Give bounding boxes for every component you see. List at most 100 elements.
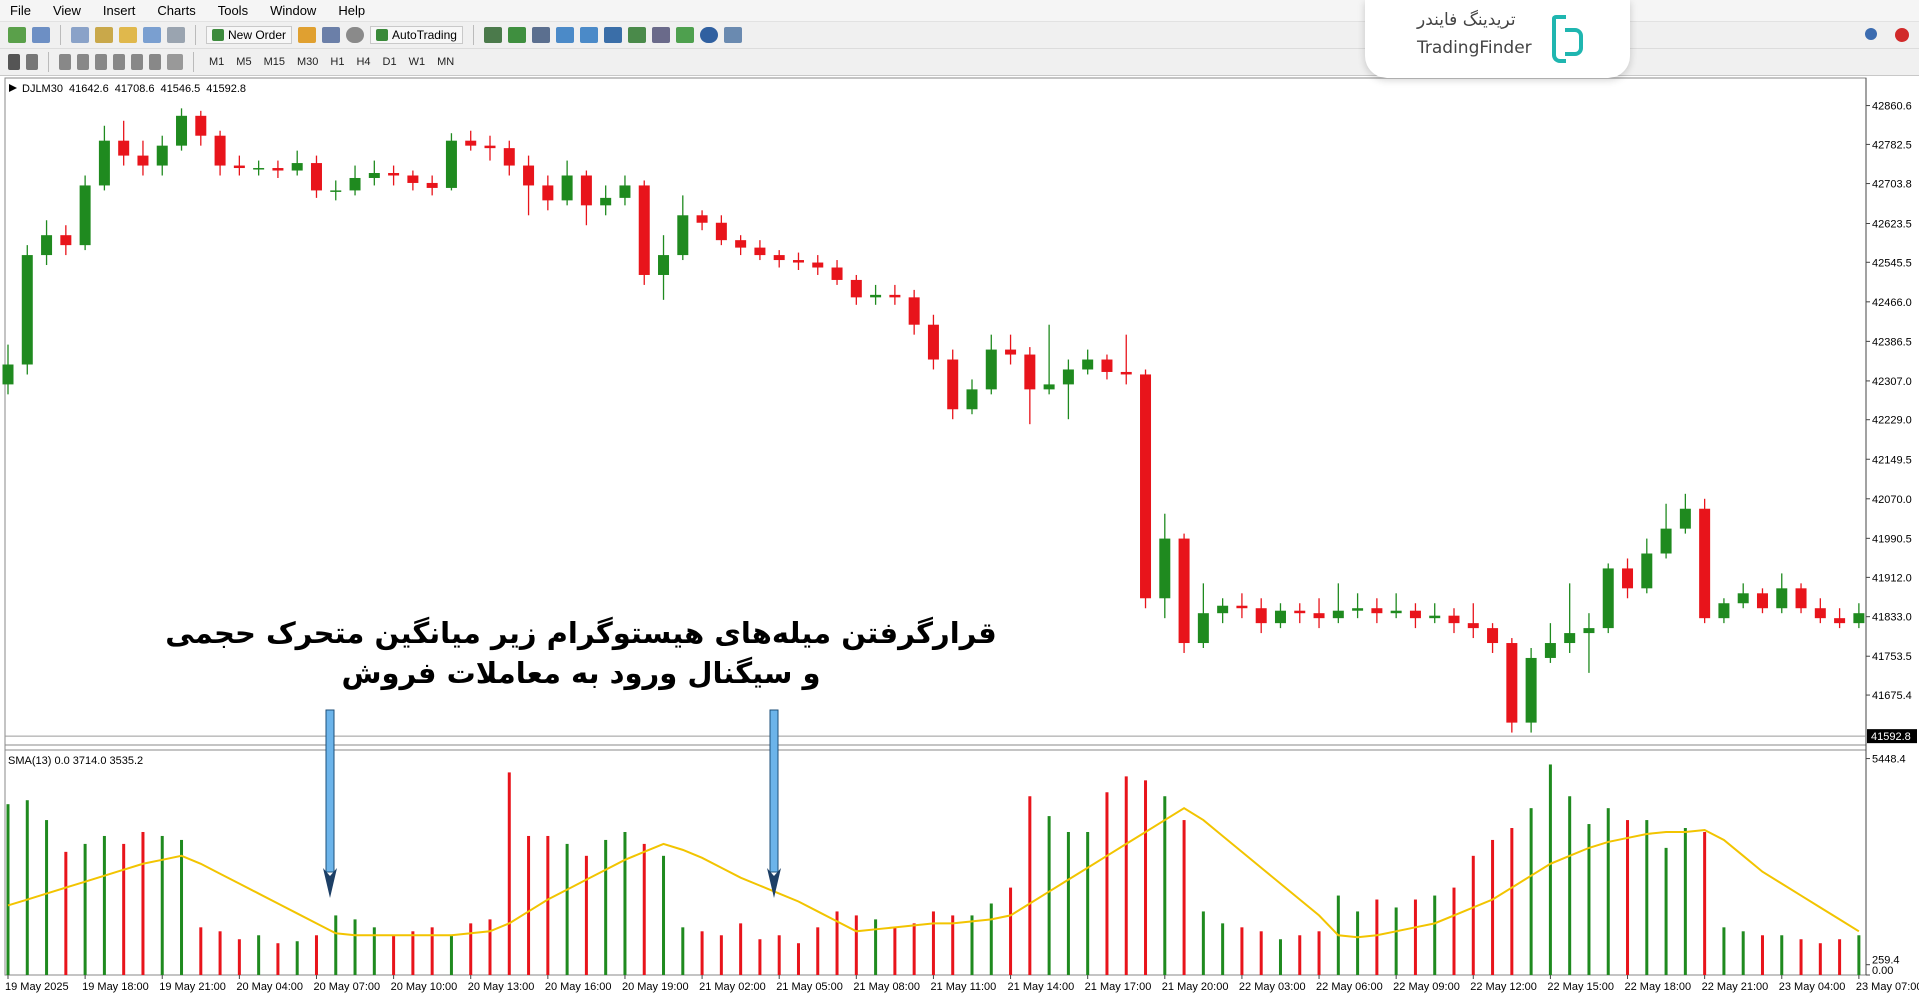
volume-bar [893,927,897,975]
candle-body [98,140,110,186]
header-value: 41642.6 [69,83,109,95]
timeframe-button[interactable]: W1 [408,56,426,68]
volume-bar [141,831,145,975]
icon[interactable] [699,27,718,43]
candle-body [21,255,33,365]
volume-bar [1433,895,1437,975]
icon[interactable] [8,54,20,70]
icon[interactable] [627,27,646,43]
timeframe-button[interactable]: M1 [209,56,225,68]
last-price-label: 41592.8 [1871,731,1911,743]
icon[interactable] [131,54,143,70]
icon[interactable] [322,27,341,43]
icon[interactable] [95,54,107,70]
candle-body [41,235,53,256]
y-tick-label: 5448.4 [1872,754,1906,766]
volume-bar [64,851,68,975]
logo-icon [1552,15,1566,63]
y-tick-label: 41675.4 [1872,690,1912,702]
autotrading-button[interactable]: AutoTrading [370,26,463,44]
icon[interactable] [483,27,502,43]
timeframe-button[interactable]: M15 [263,56,285,68]
candle-body [1120,371,1132,375]
menu-item[interactable]: Tools [217,3,249,18]
window-icons [1865,28,1909,42]
separator [48,52,49,72]
icon[interactable] [113,54,125,70]
x-tick-label: 22 May 09:00 [1393,981,1460,993]
icon[interactable] [507,27,526,43]
icon[interactable] [579,27,598,43]
icon[interactable] [651,27,670,43]
timeframe-button[interactable]: H4 [356,56,371,68]
volume-bar [411,931,415,975]
chart-header: DJLM30 41642.6 41708.6 41546.5 41592.8 [22,83,246,95]
logo-name-en: TradingFinder [1417,38,1532,58]
logo-name-fa: تریدینگ فایندر [1417,10,1516,30]
candle-body [1024,354,1036,390]
icon[interactable] [119,27,137,43]
candle-body [927,324,939,360]
candle-body [1699,508,1711,619]
timeframe-button[interactable]: D1 [382,56,397,68]
icon[interactable] [555,27,574,43]
candle-body [1467,623,1479,629]
timeframe-button[interactable]: H1 [330,56,345,68]
volume-bar [912,923,916,975]
icon[interactable] [723,27,742,43]
header-value: 41592.8 [206,83,246,95]
icon[interactable] [26,54,38,70]
volume-bar [546,835,550,975]
volume-bar [1548,764,1552,975]
icon[interactable] [143,27,161,43]
volume-bar [1606,808,1610,975]
icon[interactable] [71,27,89,43]
volume-bar [623,831,627,975]
timeframe-button[interactable]: M30 [296,56,319,68]
menu-item[interactable]: File [10,3,31,18]
icon[interactable] [603,27,622,43]
candle-body [831,267,843,280]
menu-item[interactable]: Help [338,3,366,18]
menu-item[interactable]: Insert [102,3,136,18]
icon[interactable] [167,54,183,70]
notification-icon[interactable] [1895,28,1909,42]
icon[interactable] [77,54,89,70]
volume-bar [1529,808,1533,975]
y-tick-label: 42070.0 [1872,494,1912,506]
timeframe-button[interactable]: MN [437,56,455,68]
icon[interactable] [149,54,161,70]
icon[interactable] [298,27,317,43]
timeframe-button[interactable]: M5 [236,56,252,68]
y-tick-label: 42307.0 [1872,376,1912,388]
icon[interactable] [675,27,694,43]
candle-body [1332,610,1344,619]
menu-item[interactable]: Charts [157,3,196,18]
new-order-button[interactable]: New Order [206,26,293,44]
y-tick-label: 41912.0 [1872,572,1912,584]
candle-body [677,215,689,256]
volume-bar [295,941,299,975]
candle-body [1641,553,1653,589]
icon[interactable] [8,27,26,43]
volume-bar [1452,887,1456,975]
candle-body [1525,657,1537,723]
icon[interactable] [167,27,185,43]
volume-bar [102,835,106,975]
candle-body [118,140,130,156]
icon[interactable] [531,27,550,43]
icon[interactable] [32,27,50,43]
candle-body [1159,538,1171,599]
volume-bar [1240,927,1244,975]
candle-body [156,145,168,166]
icon[interactable] [95,27,113,43]
volume-bar [584,855,588,975]
menu-item[interactable]: Window [270,3,317,18]
icon[interactable] [346,27,365,43]
search-icon[interactable] [1865,28,1877,40]
menu-item[interactable]: View [52,3,81,18]
icon[interactable] [59,54,71,70]
candle-body [60,235,72,246]
x-tick-label: 20 May 07:00 [313,981,380,993]
volume-bar [1818,943,1822,975]
